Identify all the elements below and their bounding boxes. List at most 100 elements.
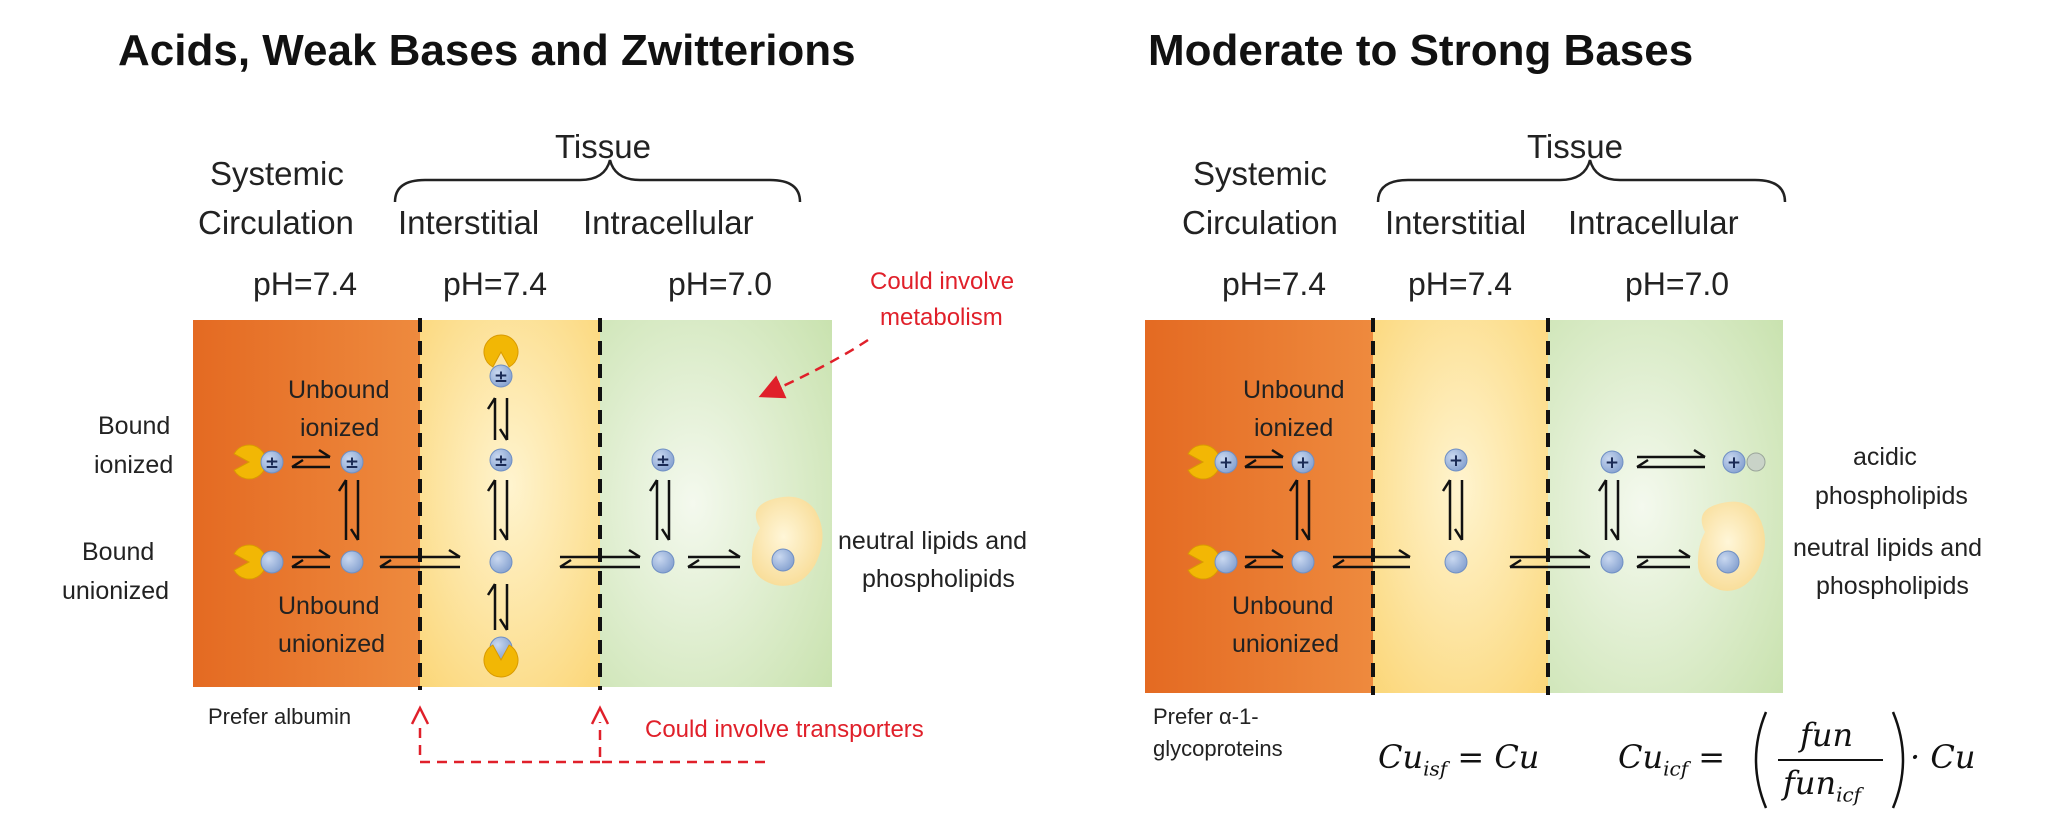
eq2-numerator: fun [1800, 716, 1854, 754]
left-molecule-intracellular-unionized-body [651, 550, 675, 574]
right-molecule-acidic-phospholipid-charge: + [1727, 453, 1741, 473]
right-prefer-line2: glycoproteins [1153, 736, 1283, 761]
left-eq-interstitial-to-intracellular-fwd-head [628, 548, 641, 559]
right-eq-interstitial-to-intracellular-fwd-head [1578, 548, 1591, 559]
eq2-lhs-sub: icf [1663, 756, 1689, 781]
left-bound-unionized-line1: Bound [82, 538, 155, 566]
left-ph-interstitial: pH=7.4 [443, 266, 548, 302]
right-molecule-bound-ionized-body [1214, 450, 1238, 474]
right-ph-intracellular: pH=7.0 [1625, 266, 1730, 302]
left-unbound-ionized-line2: ionized [300, 414, 380, 442]
left-eq-interstitial-top-down-head [498, 428, 509, 441]
right-eq-bound-unionized-fwd-head [1271, 548, 1284, 559]
left-eq-bound-unionized-fwd-head [318, 548, 331, 559]
left-unbound-unionized-line1: Unbound [278, 592, 380, 620]
left-eq-bound-ionized-fwd-head [318, 448, 331, 459]
left-ph-systemic: pH=7.4 [253, 266, 358, 302]
equation-cu-isf: Cuisf = Cu [1378, 738, 1539, 780]
left-metabolism-line1: Could involve [870, 268, 1015, 295]
left-bound-ionized-line1: Bound [98, 412, 171, 440]
eq2-equals: = [1698, 738, 1726, 776]
left-molecule-interstitial-top: ± [489, 364, 513, 388]
left-molecule-lipid [771, 548, 795, 572]
left-ph-intracellular: pH=7.0 [668, 266, 773, 302]
right-eq-intracellular-to-lipid-fwd-head [1678, 548, 1691, 559]
right-molecule-lipid [1716, 550, 1740, 574]
left-tissue-brace [393, 159, 802, 203]
left-unbound-ionized-line1: Unbound [288, 376, 390, 404]
right-eq-interstitial-vertical-up-head [1441, 479, 1452, 492]
left-eq-interstitial-bottom-up-head [486, 583, 497, 596]
right-molecule-intracellular-ionized: + [1600, 450, 1624, 474]
left-lipid-cell [751, 496, 823, 586]
left-molecule-unbound-ionized: ± [340, 450, 364, 474]
right-tissue-label: Tissue [1527, 128, 1623, 165]
right-eq-systemic-vertical-up-head [1288, 479, 1299, 492]
left-systemic-region [193, 320, 420, 687]
right-eq-bound-unionized-back-head [1244, 558, 1257, 569]
right-eq-to-acidic-phospholipid-fwd-head [1693, 448, 1706, 459]
eq2-right-paren [1891, 711, 1905, 809]
right-molecule-bound-ionized-charge: + [1219, 453, 1233, 473]
eq2-left-paren [1754, 711, 1768, 809]
right-neutral-lipids-line1: neutral lipids and [1793, 534, 1983, 562]
eq2-tail: · Cu [1910, 738, 1976, 776]
right-molecule-intracellular-unionized [1600, 550, 1624, 574]
left-eq-interstitial-mid-down-head [498, 528, 509, 541]
right-eq-intracellular-vertical-up-head [1597, 479, 1608, 492]
left-eq-systemic-to-interstitial-back-head [379, 558, 392, 569]
left-eq-interstitial-bottom-down-head [498, 618, 509, 631]
left-eq-bound-unionized-back-head [291, 558, 304, 569]
left-molecule-bound-ionized: ± [260, 450, 284, 474]
right-systemic-line2: Circulation [1182, 204, 1338, 241]
right-prefer-line1: Prefer α-1- [1153, 704, 1259, 729]
right-panel-title: Moderate to Strong Bases [1148, 26, 1694, 75]
right-molecule-intracellular-unionized-body [1600, 550, 1624, 574]
left-molecule-interstitial-unionized [489, 550, 513, 574]
left-eq-interstitial-top-up-head [486, 397, 497, 410]
right-molecule-unbound-unionized [1291, 550, 1315, 574]
right-ph-interstitial: pH=7.4 [1408, 266, 1513, 302]
eq1-lhs: Cu [1378, 738, 1424, 776]
right-molecule-unbound-unionized-body [1291, 550, 1315, 574]
left-bound-ionized-line2: ionized [94, 451, 174, 479]
left-interstitial-label: Interstitial [398, 204, 540, 241]
left-molecule-unbound-unionized-body [340, 550, 364, 574]
left-eq-intracellular-vertical-down-head [660, 528, 671, 541]
left-molecule-unbound-ionized-body [340, 450, 364, 474]
eq1-rhs: = Cu [1457, 738, 1540, 776]
left-molecule-intracellular-ionized: ± [651, 448, 675, 472]
left-metabolism-line2: metabolism [880, 304, 1003, 331]
right-molecule-interstitial-ionized-charge: + [1449, 451, 1463, 471]
right-tissue-brace [1376, 159, 1787, 203]
right-molecule-unbound-ionized: + [1291, 450, 1315, 474]
left-molecule-bound-unionized [260, 550, 284, 574]
right-eq-systemic-vertical-down-head [1300, 528, 1311, 541]
left-eq-interstitial-to-intracellular-back-head [559, 558, 572, 569]
right-molecule-bound-ionized: + [1214, 450, 1238, 474]
right-acidic-line2: phospholipids [1815, 482, 1968, 510]
left-molecule-interstitial-top-body [489, 364, 513, 388]
right-unbound-ionized-line1: Unbound [1243, 376, 1345, 404]
left-molecule-bound-ionized-charge: ± [265, 453, 279, 473]
left-protein-interstitial-bottom [483, 644, 519, 678]
left-molecule-interstitial-top-charge: ± [494, 367, 508, 387]
eq2-den: fun [1783, 764, 1837, 802]
right-molecule-unbound-ionized-body [1291, 450, 1315, 474]
left-transporter-arrowhead-1 [410, 705, 430, 725]
eq2-den-sub: icf [1836, 782, 1862, 807]
left-molecule-bound-ionized-body [260, 450, 284, 474]
eq2-lhs: Cu [1618, 738, 1664, 776]
left-molecule-intracellular-unionized [651, 550, 675, 574]
eq2-denominator: funicf [1783, 764, 1861, 806]
left-protein-interstitial-top [483, 334, 519, 368]
left-transporter-path [418, 722, 765, 764]
left-neutral-lipids-line2: phospholipids [862, 565, 1015, 593]
right-interstitial-region [1373, 320, 1548, 693]
right-unbound-ionized-line2: ionized [1254, 414, 1334, 442]
left-intracellular-label: Intracellular [583, 204, 754, 241]
right-eq-intracellular-vertical-down-head [1609, 528, 1620, 541]
right-eq-interstitial-to-intracellular-back-head [1509, 558, 1522, 569]
left-systemic-line2: Circulation [198, 204, 354, 241]
left-eq-bound-ionized-back-head [291, 458, 304, 469]
